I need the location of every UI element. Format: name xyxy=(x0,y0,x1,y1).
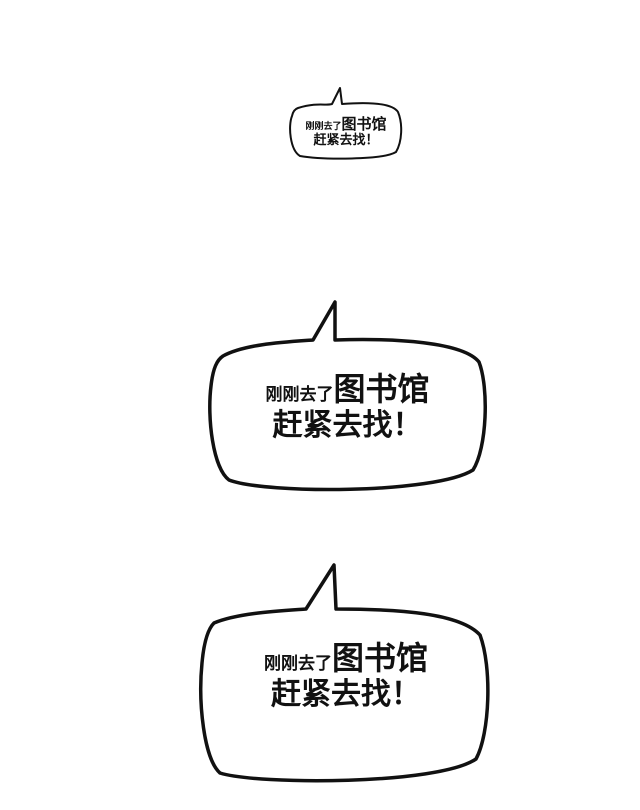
speech-bubble-large: 刚刚去了图书馆 赶紧去找！ xyxy=(198,563,494,788)
bubble-text-big: 图书馆 xyxy=(333,370,430,408)
speech-bubble-outline xyxy=(199,563,490,783)
bubble-text-line2: 赶紧去找！ xyxy=(313,133,379,149)
bubble-text: 刚刚去了图书馆 赶紧去找！ xyxy=(205,370,490,444)
bubble-text-line2: 赶紧去找！ xyxy=(272,408,423,444)
bubble-text-big: 图书馆 xyxy=(341,115,387,133)
bubble-text-line2: 赶紧去找！ xyxy=(271,677,421,713)
bubble-text: 刚刚去了图书馆 赶紧去找！ xyxy=(288,114,404,149)
bubble-text-big: 图书馆 xyxy=(331,639,428,677)
speech-bubble-small: 刚刚去了图书馆 赶紧去找！ xyxy=(288,86,404,162)
bubble-text-small: 刚刚去了 xyxy=(305,122,342,132)
speech-bubble-medium: 刚刚去了图书馆 赶紧去找！ xyxy=(205,298,490,494)
bubble-text: 刚刚去了图书馆 赶紧去找！ xyxy=(198,639,494,713)
bubble-text-small: 刚刚去了 xyxy=(265,385,334,405)
bubble-text-small: 刚刚去了 xyxy=(263,654,332,674)
speech-bubble-outline xyxy=(208,300,487,492)
speech-bubble-outline xyxy=(289,87,403,160)
